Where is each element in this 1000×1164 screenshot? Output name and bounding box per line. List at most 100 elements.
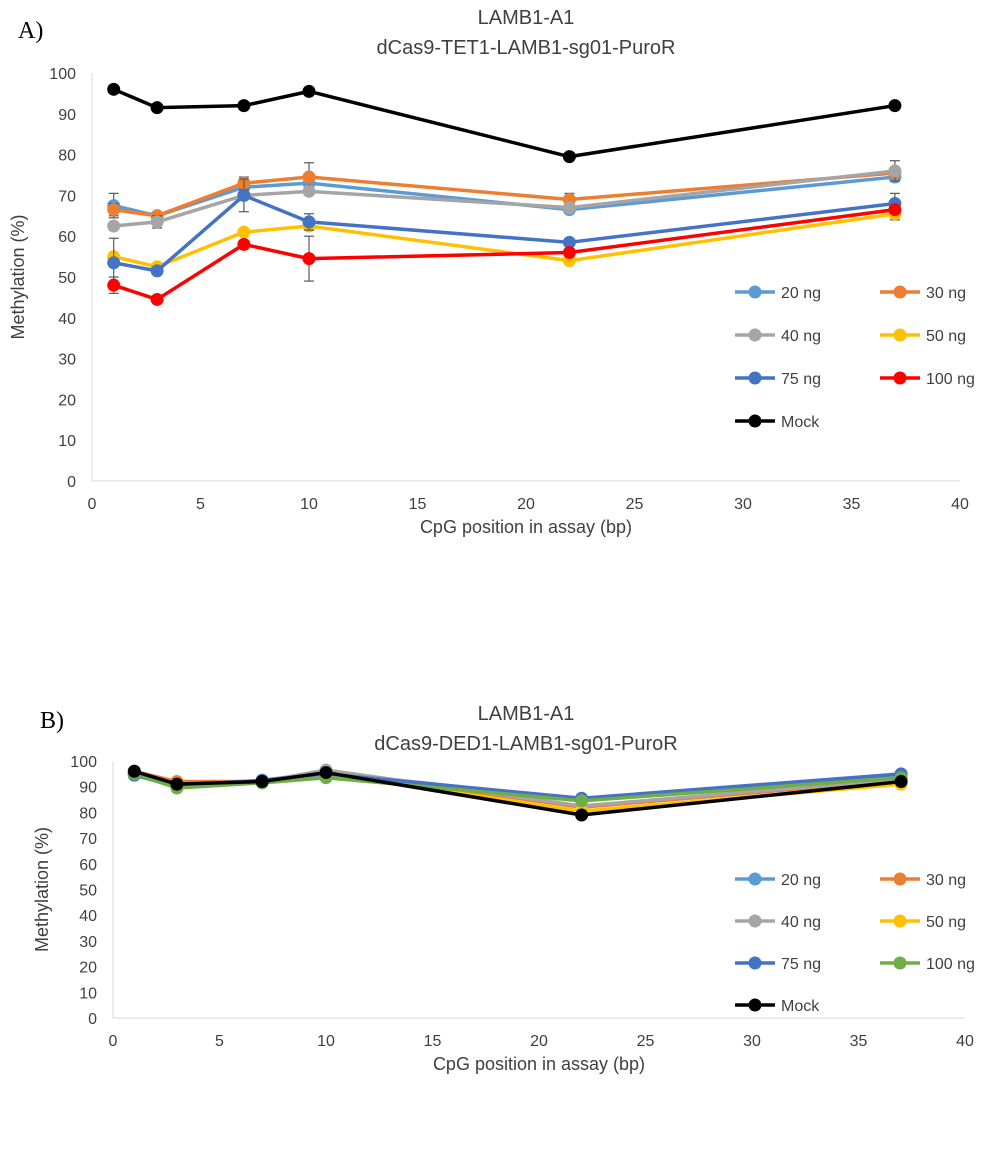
x-tick-label: 5 xyxy=(196,496,205,513)
legend-label: 20 ng xyxy=(781,872,821,889)
legend-label: 30 ng xyxy=(926,285,966,302)
x-tick-label: 35 xyxy=(843,496,861,513)
legend-item: 20 ng xyxy=(735,872,821,889)
x-tick-label: 20 xyxy=(517,496,535,513)
legend-label: Mock xyxy=(781,414,820,431)
y-tick-label: 90 xyxy=(58,107,76,124)
legend-label: 20 ng xyxy=(781,285,821,302)
legend-item: 20 ng xyxy=(735,285,821,302)
x-tick-label: 15 xyxy=(424,1033,442,1050)
y-tick-label: 90 xyxy=(79,780,97,797)
y-tick-label: 20 xyxy=(79,960,97,977)
line-chart-a: LAMB1-A1 dCas9-TET1-LAMB1-sg01-PuroR 0 10 20… xyxy=(8,7,975,537)
legend-swatch-marker xyxy=(748,328,762,342)
x-tick-label: 40 xyxy=(951,496,969,513)
legend-item: 30 ng xyxy=(880,872,966,889)
x-axis-title: CpG position in assay (bp) xyxy=(433,1054,645,1074)
legend-item: 30 ng xyxy=(880,285,966,302)
legend-label: 40 ng xyxy=(781,914,821,931)
data-point xyxy=(107,219,121,233)
legend-swatch-marker xyxy=(748,956,762,970)
panel-label: A) xyxy=(18,18,44,44)
series-100-ng xyxy=(107,203,902,306)
data-point xyxy=(107,82,121,96)
legend-swatch-marker xyxy=(748,872,762,886)
data-point xyxy=(894,775,908,789)
y-tick-label: 80 xyxy=(58,148,76,165)
panel-label: B) xyxy=(40,708,64,734)
data-point xyxy=(237,99,251,113)
legend-swatch-marker xyxy=(893,914,907,928)
series-Mock xyxy=(107,82,902,164)
legend-label: 50 ng xyxy=(926,914,966,931)
data-point xyxy=(888,203,902,217)
chart-title: LAMB1-A1 xyxy=(478,7,575,29)
data-point xyxy=(170,777,184,791)
y-tick-label: 80 xyxy=(79,805,97,822)
x-tick-label: 5 xyxy=(215,1033,224,1050)
data-point xyxy=(150,264,164,278)
x-tick-label: 0 xyxy=(109,1033,118,1050)
legend-swatch-marker xyxy=(748,998,762,1012)
chart-panel-b: B) LAMB1-A1 dCas9-DED1-LAMB1-sg01-PuroR 0 1… xyxy=(0,690,1000,1164)
data-point xyxy=(302,184,316,198)
series-line xyxy=(113,212,896,269)
legend-swatch-marker xyxy=(893,285,907,299)
data-point xyxy=(302,252,316,266)
series-line xyxy=(113,207,896,302)
data-point xyxy=(107,278,121,292)
x-axis-title: CpG position in assay (bp) xyxy=(420,517,632,537)
legend-swatch-marker xyxy=(748,414,762,428)
series-line xyxy=(113,169,896,228)
legend-item: 75 ng xyxy=(735,371,821,388)
series-line xyxy=(113,171,896,218)
legend-item: 100 ng xyxy=(880,371,975,388)
legend-item: Mock xyxy=(735,414,820,431)
data-point xyxy=(150,292,164,306)
y-tick-label: 10 xyxy=(79,985,97,1002)
x-tick-label: 30 xyxy=(743,1033,761,1050)
series-line xyxy=(133,769,902,817)
y-tick-label: 70 xyxy=(79,831,97,848)
y-axis-title: Methylation (%) xyxy=(32,827,52,952)
line-chart-b: LAMB1-A1 dCas9-DED1-LAMB1-sg01-PuroR 0 10 20… xyxy=(32,703,975,1074)
data-point xyxy=(562,201,576,215)
legend-swatch-marker xyxy=(748,914,762,928)
series-40-ng xyxy=(107,160,902,233)
y-tick-label: 100 xyxy=(49,66,76,83)
legend-item: 50 ng xyxy=(880,914,966,931)
x-tick-label: 15 xyxy=(409,496,427,513)
series-line xyxy=(113,87,896,159)
legend-label: Mock xyxy=(781,998,820,1015)
y-tick-label: 20 xyxy=(58,392,76,409)
x-tick-label: 10 xyxy=(300,496,318,513)
series-20-ng xyxy=(107,170,902,223)
legend-swatch-marker xyxy=(893,371,907,385)
data-point xyxy=(562,235,576,249)
y-tick-label: 60 xyxy=(79,857,97,874)
x-tick-label: 35 xyxy=(850,1033,868,1050)
data-point xyxy=(302,84,316,98)
chart-panel-a: A) LAMB1-A1 dCas9-TET1-LAMB1-sg01-PuroR 0 1… xyxy=(0,0,1000,560)
data-point xyxy=(302,170,316,184)
legend-swatch-marker xyxy=(893,872,907,886)
y-tick-label: 0 xyxy=(88,1011,97,1028)
data-point xyxy=(150,215,164,229)
data-point xyxy=(888,99,902,113)
data-point xyxy=(888,164,902,178)
x-tick-label: 30 xyxy=(734,496,752,513)
legend-item: 50 ng xyxy=(880,328,966,345)
legend-label: 75 ng xyxy=(781,371,821,388)
legend-swatch-marker xyxy=(748,371,762,385)
legend-label: 100 ng xyxy=(926,371,975,388)
y-tick-label: 40 xyxy=(58,311,76,328)
legend-swatch-marker xyxy=(893,328,907,342)
data-point xyxy=(107,256,121,270)
series-line xyxy=(133,772,902,803)
data-point xyxy=(562,150,576,164)
data-point xyxy=(237,237,251,251)
x-tick-label: 40 xyxy=(956,1033,974,1050)
y-axis-title: Methylation (%) xyxy=(8,214,28,339)
y-tick-label: 100 xyxy=(70,754,97,771)
x-tick-label: 20 xyxy=(530,1033,548,1050)
